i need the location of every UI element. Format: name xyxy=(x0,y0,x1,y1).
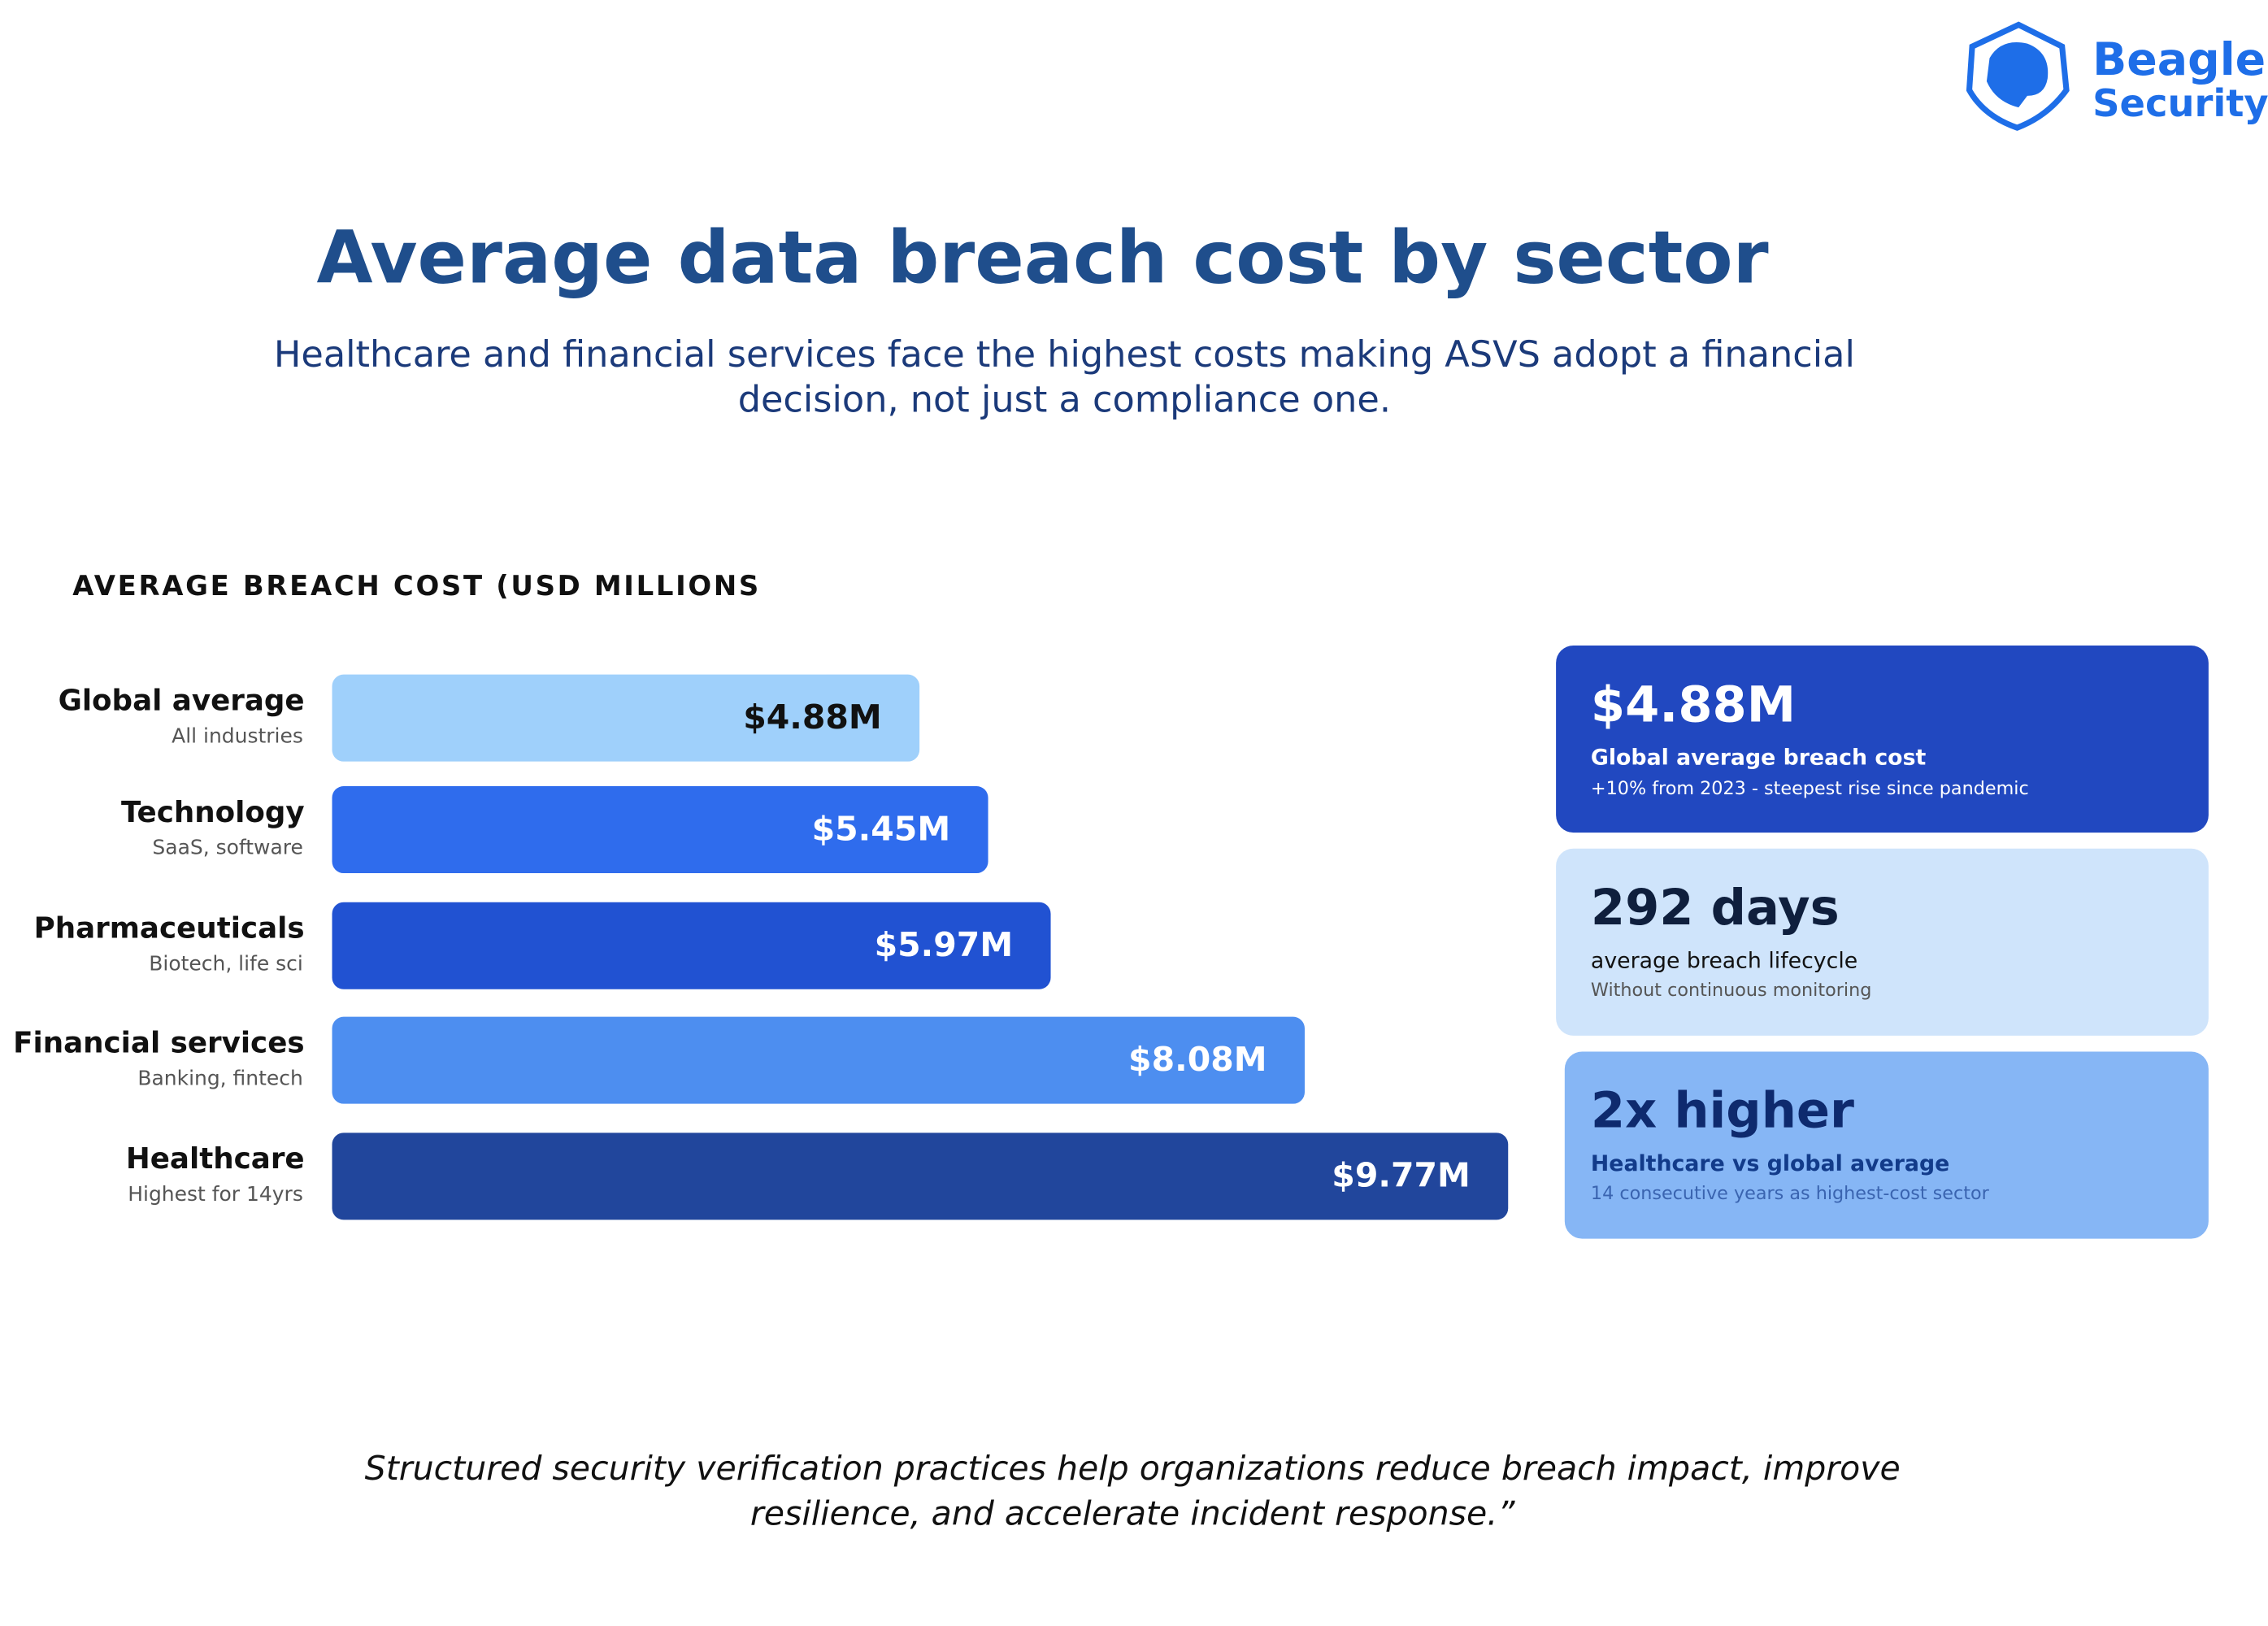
category-label: Pharmaceuticals xyxy=(34,912,305,946)
category-note: Biotech, life sci xyxy=(149,951,303,975)
chart-subtitle: Healthcare and financial services face t… xyxy=(274,333,1855,376)
stat-value: 292 days xyxy=(1591,880,1840,937)
chart-title: Average data breach cost by sector xyxy=(317,215,1769,300)
bar xyxy=(332,785,988,874)
logo-text: Beagle xyxy=(2092,34,2266,86)
chart-subtitle: decision, not just a compliance one. xyxy=(738,378,1391,420)
stat-value: 2x higher xyxy=(1591,1083,1854,1140)
stat-card xyxy=(1564,1051,2209,1239)
category-label: Global average xyxy=(59,685,305,718)
category-label: Technology xyxy=(121,796,305,829)
value-label: $8.08M xyxy=(1128,1040,1267,1079)
value-label: $5.97M xyxy=(875,925,1014,964)
stat-card xyxy=(1556,848,2209,1036)
category-label: Healthcare xyxy=(126,1142,305,1176)
stat-label: Healthcare vs global average xyxy=(1591,1151,1949,1176)
stat-note: +10% from 2023 - steepest rise since pan… xyxy=(1591,778,2029,799)
logo-text: Security xyxy=(2092,81,2268,125)
category-note: Banking, fintech xyxy=(137,1066,302,1089)
value-label: $5.45M xyxy=(812,809,951,848)
axis-label: AVERAGE BREACH COST (USD MILLIONS xyxy=(72,570,761,602)
bar-chart: Global average All industries $4.88M Techno… xyxy=(13,674,1509,1220)
stat-cards: $4.88M Global average breach cost +10% fro… xyxy=(1556,645,2209,1239)
bar xyxy=(332,674,920,762)
footer-quote: resilience, and accelerate incident resp… xyxy=(750,1493,1515,1533)
category-note: Highest for 14yrs xyxy=(128,1182,303,1206)
footer-quote: Structured security verification practic… xyxy=(365,1449,1901,1488)
stat-label: Global average breach cost xyxy=(1591,746,1927,771)
stat-note: Without continuous monitoring xyxy=(1591,980,1871,1001)
value-label: $9.77M xyxy=(1332,1156,1471,1195)
logo: Beagle Security xyxy=(1966,21,2268,131)
category-note: All industries xyxy=(172,724,303,747)
stat-card xyxy=(1556,645,2209,833)
logo-shield xyxy=(1966,21,2070,131)
bar xyxy=(332,902,1051,989)
stat-label: average breach lifecycle xyxy=(1591,948,1857,973)
bar xyxy=(332,1016,1305,1104)
value-label: $4.88M xyxy=(743,698,882,737)
category-note: SaaS, software xyxy=(152,836,302,859)
logo-beagle xyxy=(1986,42,2049,108)
stat-value: $4.88M xyxy=(1591,676,1796,733)
bar xyxy=(332,1133,1509,1220)
category-label: Financial services xyxy=(13,1027,304,1060)
stat-note: 14 consecutive years as highest-cost sec… xyxy=(1591,1183,1990,1204)
